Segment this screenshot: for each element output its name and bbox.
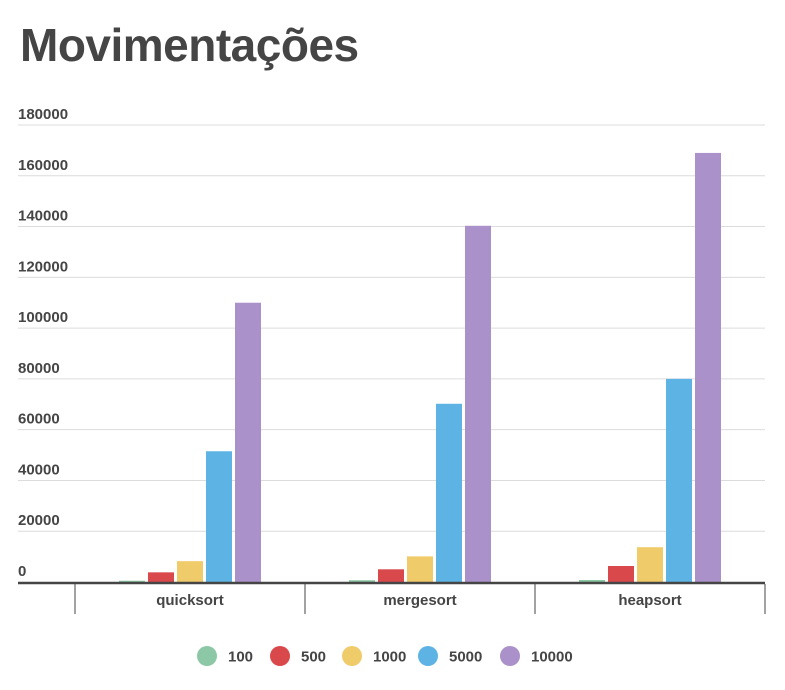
legend-swatch — [270, 646, 290, 666]
y-tick-label: 40000 — [18, 461, 60, 478]
bar-mergesort-5000 — [436, 403, 462, 582]
y-tick-label: 100000 — [18, 309, 68, 326]
chart-title: Movimentações — [20, 19, 359, 71]
bar-quicksort-500 — [148, 572, 174, 582]
bar-quicksort-10000 — [235, 302, 261, 582]
legend-swatch — [418, 646, 438, 666]
legend-swatch — [500, 646, 520, 666]
x-tick-label: heapsort — [618, 592, 681, 609]
bar-heapsort-5000 — [666, 378, 692, 582]
y-tick-label: 0 — [18, 563, 26, 580]
bar-heapsort-500 — [608, 566, 634, 582]
bar-mergesort-500 — [378, 569, 404, 582]
bar-mergesort-100 — [349, 580, 375, 582]
bar-quicksort-1000 — [177, 561, 203, 582]
legend-label: 1000 — [373, 649, 406, 666]
legend-label: 5000 — [449, 649, 482, 666]
legend: 100 500 1000 5000 10000 — [197, 646, 573, 666]
legend-swatch — [342, 646, 362, 666]
bar-heapsort-1000 — [637, 547, 663, 582]
legend-label: 100 — [228, 649, 253, 666]
bar-heapsort-100 — [579, 579, 605, 582]
legend-label: 10000 — [531, 649, 573, 666]
y-tick-label: 60000 — [18, 411, 60, 428]
bars — [119, 152, 721, 582]
legend-label: 500 — [301, 649, 326, 666]
x-tick-label: mergesort — [383, 592, 456, 609]
x-tick-label: quicksort — [156, 592, 224, 609]
gridlines — [18, 124, 765, 532]
y-tick-label: 180000 — [18, 106, 68, 123]
bar-mergesort-10000 — [465, 225, 491, 582]
y-tick-label: 80000 — [18, 360, 60, 377]
bar-quicksort-100 — [119, 580, 145, 582]
y-tick-label: 20000 — [18, 512, 60, 529]
bar-quicksort-5000 — [206, 451, 232, 582]
y-tick-label: 120000 — [18, 258, 68, 275]
legend-swatch — [197, 646, 217, 666]
y-tick-label: 140000 — [18, 208, 68, 225]
y-axis-ticks: 0 20000 40000 60000 80000 100000 120000 140000 1… — [18, 106, 68, 580]
bar-mergesort-1000 — [407, 556, 433, 582]
bar-heapsort-10000 — [695, 152, 721, 582]
y-tick-label: 160000 — [18, 157, 68, 174]
x-axis: quicksort mergesort heapsort — [18, 581, 766, 614]
